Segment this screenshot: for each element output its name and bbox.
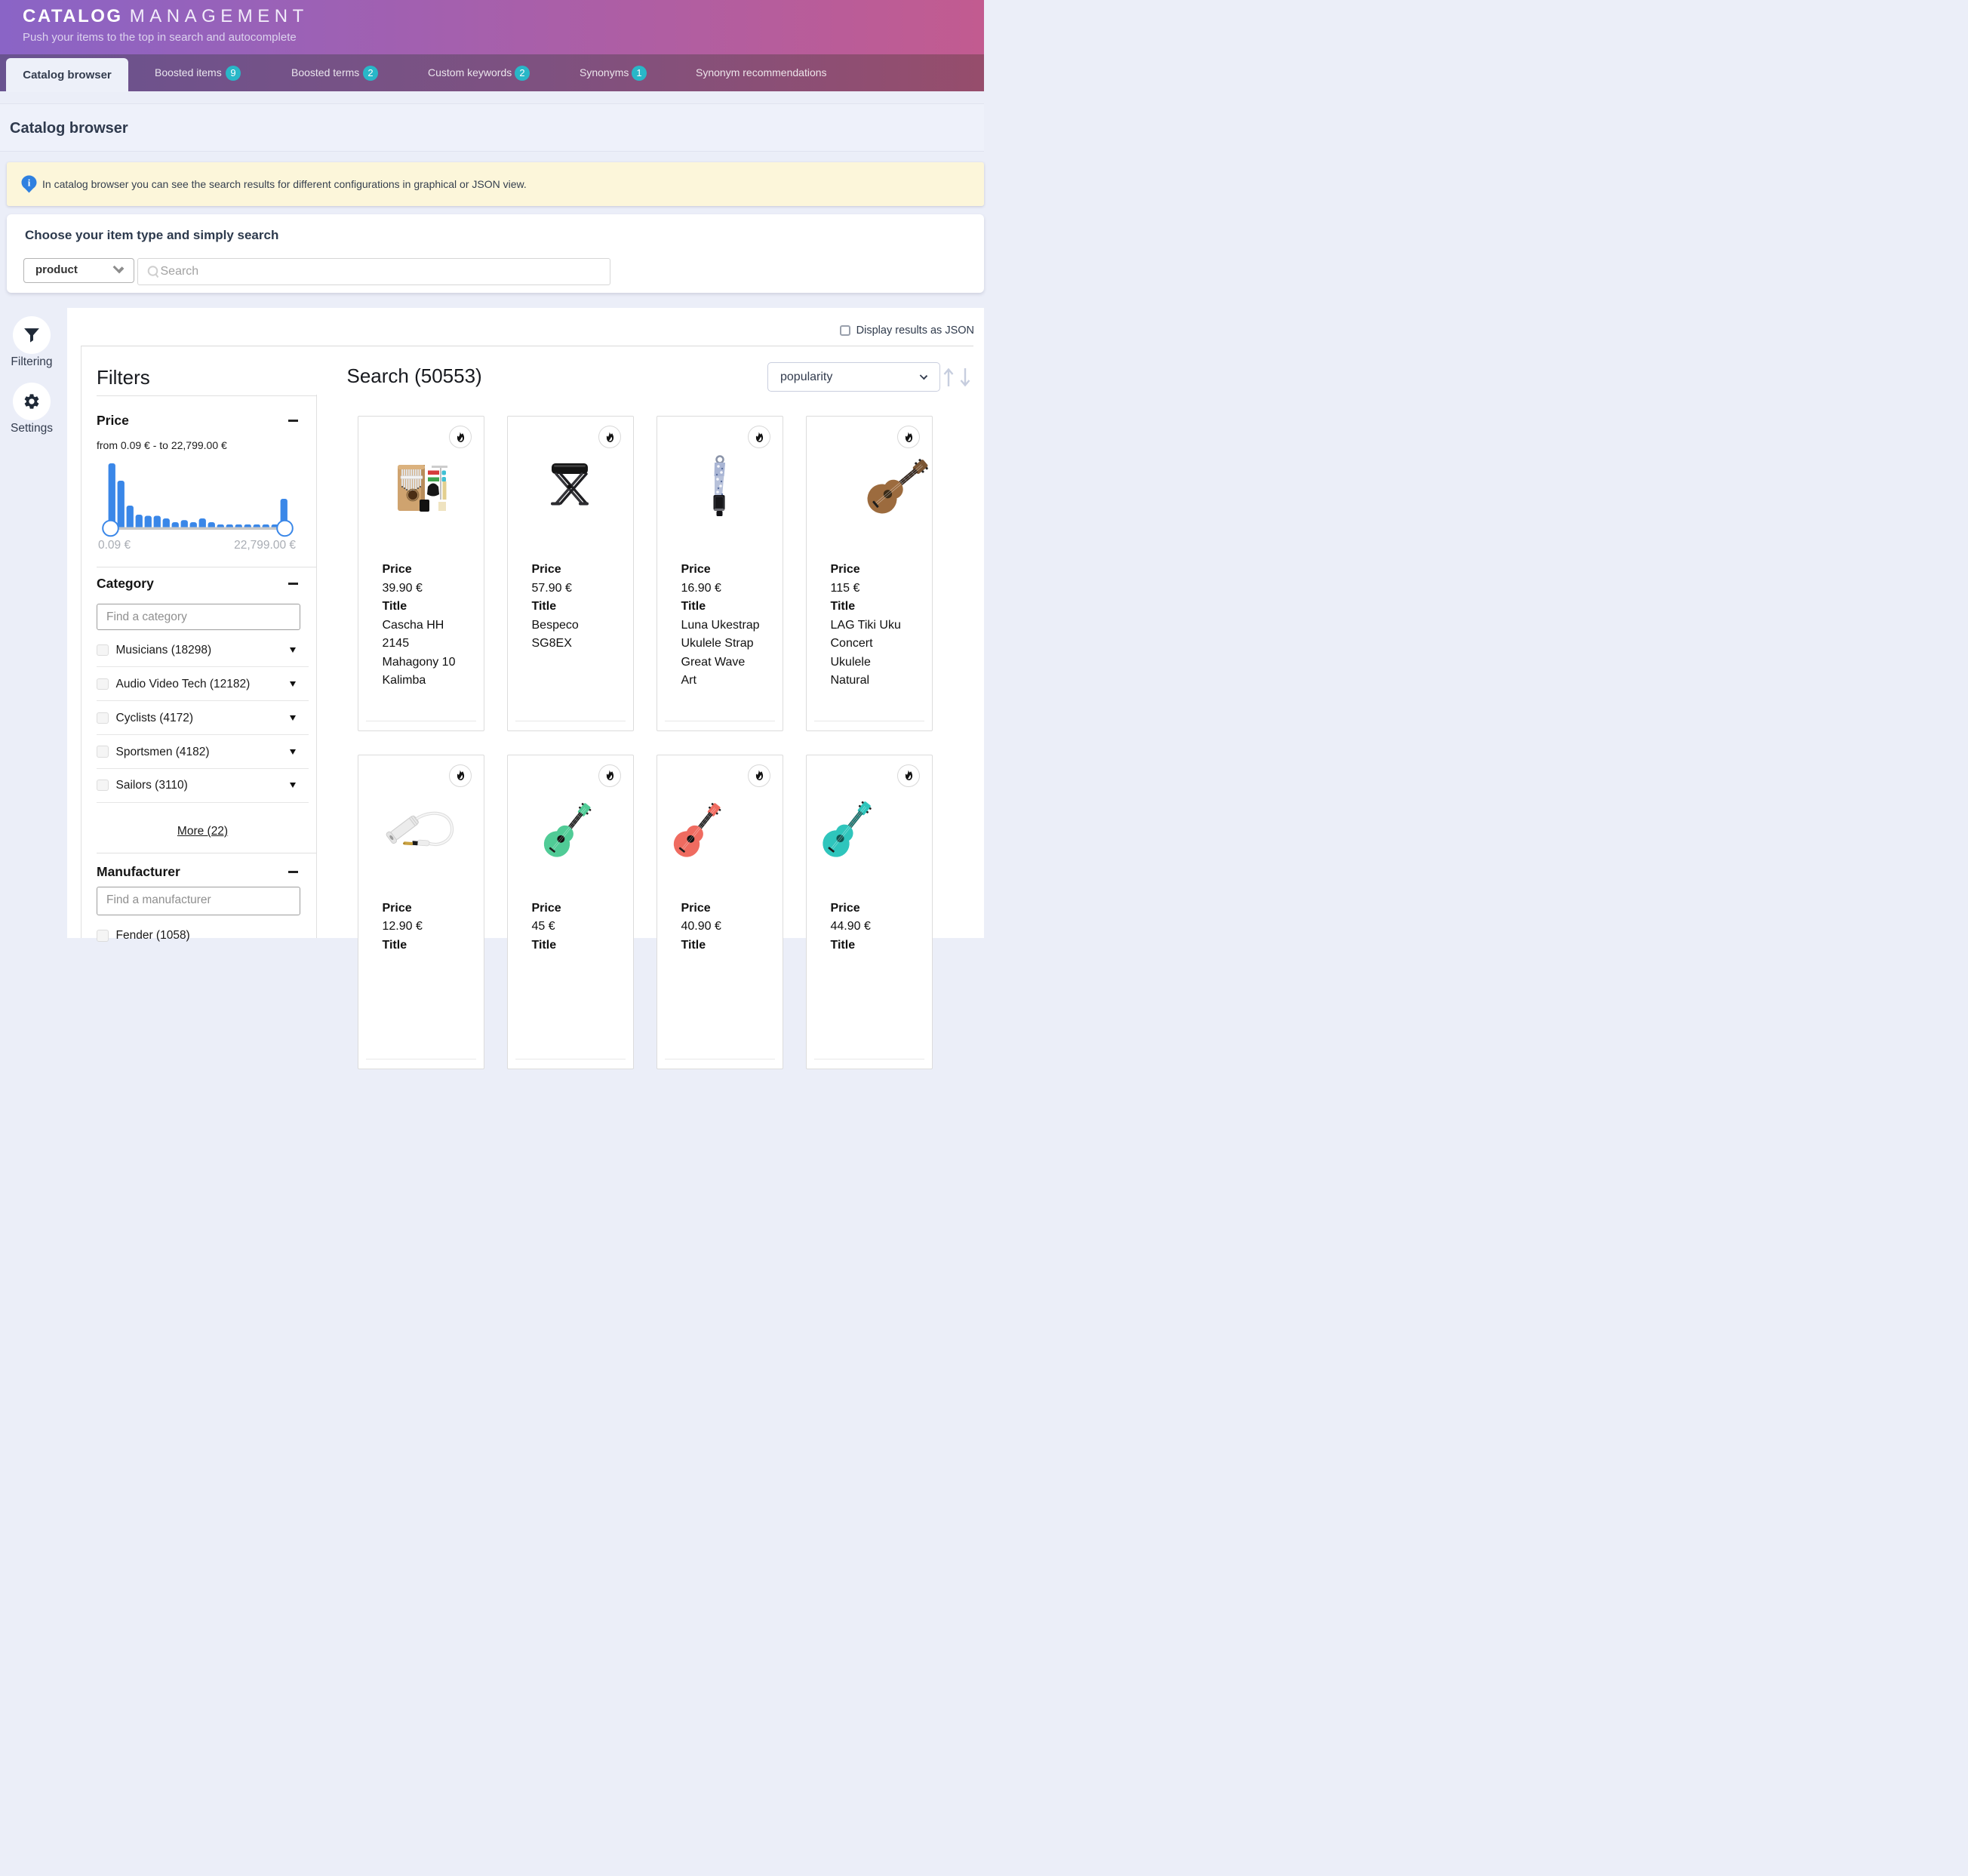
svg-text:22,799.00 €: 22,799.00 € xyxy=(234,539,296,552)
svg-text:0.09 €: 0.09 € xyxy=(98,539,131,552)
svg-text:i: i xyxy=(27,177,30,189)
